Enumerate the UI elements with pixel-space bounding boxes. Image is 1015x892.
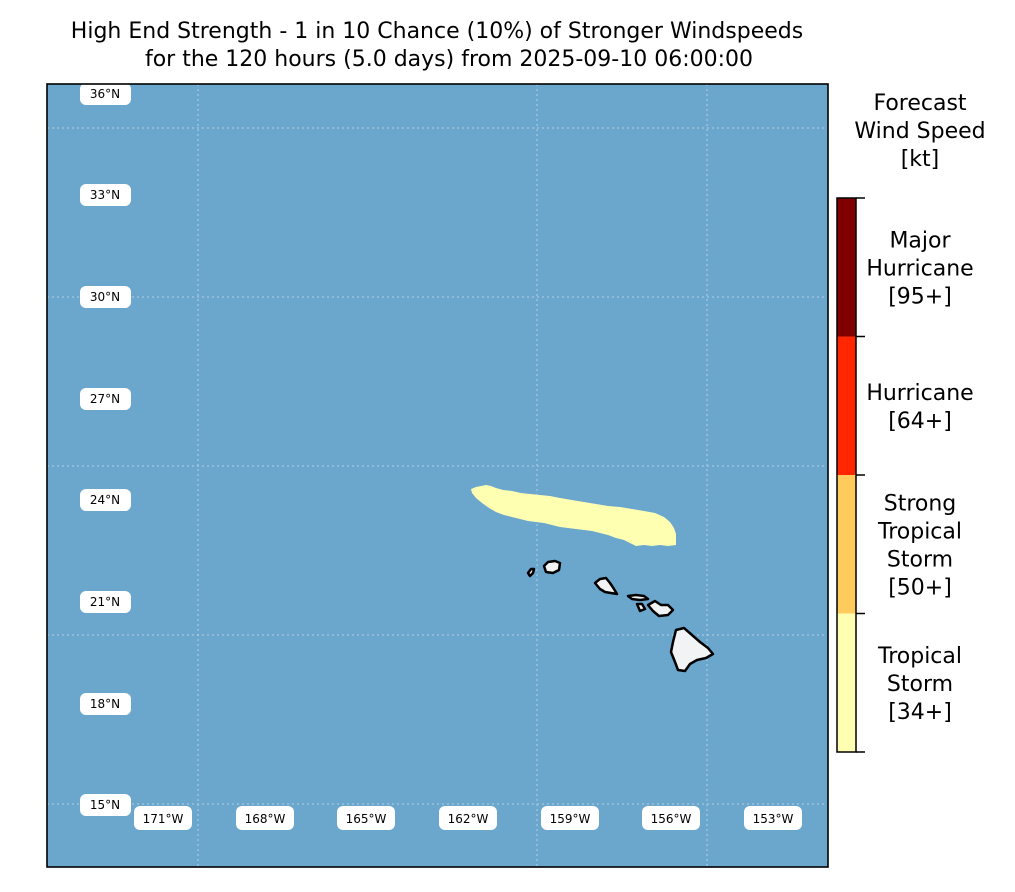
lat-label: 24°N — [80, 489, 131, 511]
colorbar-segment — [837, 336, 856, 475]
hawaiian-islands — [526, 559, 715, 673]
title-line-1: High End Strength - 1 in 10 Chance (10%)… — [71, 19, 803, 44]
lon-label-text: 159°W — [550, 812, 591, 826]
legend-title-line: Forecast — [873, 91, 966, 116]
colorbar-label-line: Storm — [887, 672, 953, 697]
longitude-labels: 171°W 168°W 165°W 162°W 159°W 156°W 153°W — [134, 806, 802, 830]
lon-label: 171°W — [134, 806, 192, 830]
latitude-labels: 36°N 33°N 30°N 27°N 24°N 21°N 18°N 15°N — [80, 83, 131, 816]
colorbar-label-line: [95+] — [888, 284, 952, 309]
island-molokai — [626, 593, 650, 602]
lat-label-text: 21°N — [90, 595, 120, 609]
lat-label: 18°N — [80, 693, 131, 715]
lat-label: 21°N — [80, 591, 131, 613]
colorbar-label-line: [64+] — [888, 409, 952, 434]
lat-label: 15°N — [80, 794, 131, 816]
lat-label-text: 15°N — [90, 798, 120, 812]
colorbar-segment — [837, 475, 856, 614]
colorbar-label-line: Hurricane — [866, 256, 973, 281]
lon-label: 156°W — [642, 806, 700, 830]
colorbar-label-line: Tropical — [877, 644, 962, 669]
tropical-storm-wind-swath — [471, 485, 676, 546]
colorbar-label-line: Major — [889, 228, 951, 253]
lat-label-text: 24°N — [90, 493, 120, 507]
colorbar-labels: Major Hurricane [95+] Hurricane [64+] Strong T… — [866, 228, 973, 725]
lon-label: 153°W — [744, 806, 802, 830]
island-kauai — [542, 559, 562, 575]
colorbar-label-line: [50+] — [888, 575, 952, 600]
lat-label-text: 27°N — [90, 392, 120, 406]
lat-label-text: 18°N — [90, 697, 120, 711]
lon-label-text: 171°W — [143, 812, 184, 826]
colorbar-label-line: Hurricane — [866, 381, 973, 406]
lat-label: 33°N — [80, 184, 131, 206]
lon-label-text: 168°W — [245, 812, 286, 826]
map-frame — [46, 83, 829, 868]
lat-label-text: 36°N — [90, 87, 120, 101]
ocean — [47, 84, 828, 867]
island-lanai — [635, 602, 647, 613]
lat-label: 30°N — [80, 286, 131, 308]
colorbar — [836, 197, 865, 753]
gridlines — [47, 84, 828, 867]
lat-label-text: 30°N — [90, 290, 120, 304]
island-hawaii — [669, 626, 715, 673]
title-line-2: for the 120 hours (5.0 days) from 2025-0… — [145, 47, 753, 72]
lon-label: 165°W — [337, 806, 395, 830]
colorbar-label-line: Storm — [887, 547, 953, 572]
legend: Forecast Wind Speed [kt] Major Hurricane [95… — [836, 91, 986, 753]
colorbar-segment — [837, 198, 856, 337]
colorbar-label-line: Strong — [884, 491, 957, 516]
lon-label-text: 162°W — [448, 812, 489, 826]
lon-label: 159°W — [541, 806, 599, 830]
legend-title-line: Wind Speed — [854, 119, 985, 144]
lat-label: 36°N — [80, 83, 131, 105]
island-oahu — [593, 576, 619, 596]
legend-title-line: [kt] — [901, 147, 940, 172]
lon-label-text: 153°W — [753, 812, 794, 826]
legend-title: Forecast Wind Speed [kt] — [854, 91, 985, 172]
lon-label-text: 156°W — [651, 812, 692, 826]
colorbar-segment — [837, 613, 856, 752]
map-panel: 36°N 33°N 30°N 27°N 24°N 21°N 18°N 15°N 171°W 16… — [46, 83, 829, 868]
colorbar-label-line: [34+] — [888, 700, 952, 725]
lon-label: 168°W — [236, 806, 294, 830]
lat-label-text: 33°N — [90, 188, 120, 202]
island-maui — [646, 599, 675, 618]
lon-label: 162°W — [439, 806, 497, 830]
lon-label-text: 165°W — [346, 812, 387, 826]
colorbar-label-line: Tropical — [877, 519, 962, 544]
lat-label: 27°N — [80, 388, 131, 410]
island-niihau — [526, 567, 536, 578]
